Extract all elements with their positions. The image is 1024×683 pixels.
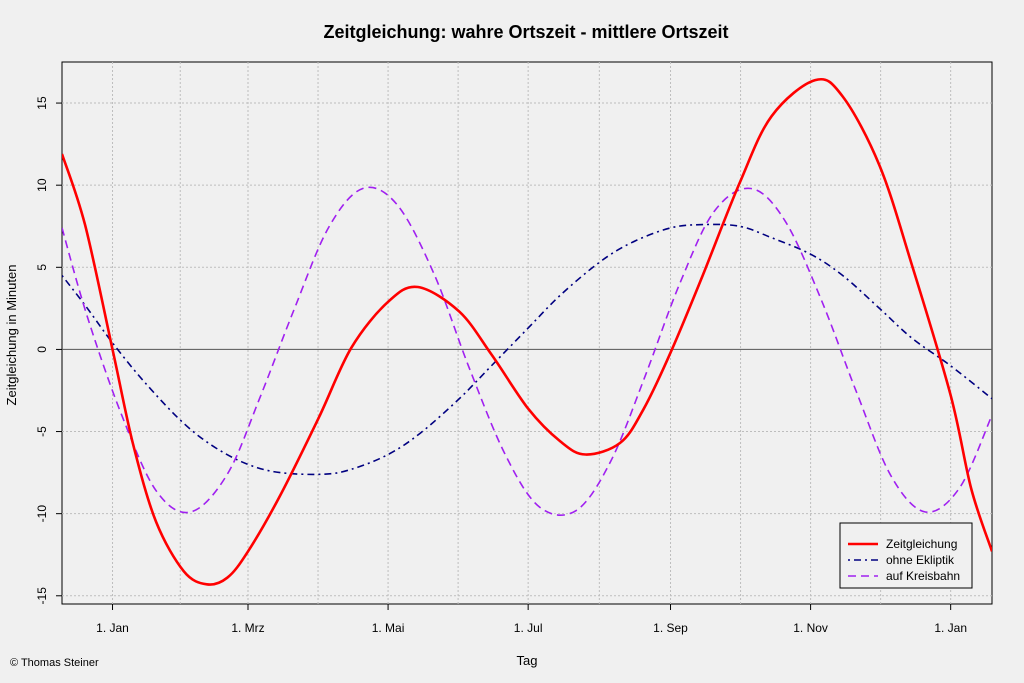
series-line-ohne-ekliptik — [62, 223, 992, 476]
x-tick-label-2: 1. Mai — [372, 621, 405, 635]
y-tick-label-5: 10 — [35, 178, 49, 192]
series-line-auf-kreisbahn — [62, 186, 992, 516]
x-axis: 1. Jan 1. Mrz 1. Mai 1. Jul 1. Sep 1. Nov 1. J… — [96, 604, 967, 635]
series-line-zeitgleichung — [62, 77, 992, 586]
legend-label-zeitgleichung: Zeitgleichung — [886, 537, 957, 551]
gridlines — [62, 62, 992, 604]
x-tick-label-0: 1. Jan — [96, 621, 129, 635]
y-tick-label-3: 0 — [35, 346, 49, 353]
x-tick-label-5: 1. Nov — [793, 621, 828, 635]
y-tick-label-6: 15 — [35, 96, 49, 110]
x-tick-label-3: 1. Jul — [514, 621, 543, 635]
legend-label-ohne-ekliptik: ohne Ekliptik — [886, 553, 955, 567]
legend-box — [839, 522, 973, 589]
y-tick-label-0: -15 — [35, 587, 49, 605]
y-tick-label-1: -10 — [35, 505, 49, 523]
x-tick-label-4: 1. Sep — [653, 621, 688, 635]
legend: Zeitgleichung ohne Ekliptik auf Kreisbah… — [839, 522, 973, 589]
x-axis-title: Tag — [517, 653, 538, 668]
x-tick-label-1: 1. Mrz — [231, 621, 264, 635]
y-axis: -15 -10 -5 0 5 10 15 — [35, 96, 62, 604]
copyright-credit: © Thomas Steiner — [10, 657, 99, 669]
y-tick-label-2: -5 — [35, 426, 49, 437]
chart-title: Zeitgleichung: wahre Ortszeit - mittlere… — [323, 22, 728, 42]
y-tick-label-4: 5 — [35, 264, 49, 271]
series-layer — [62, 77, 992, 586]
legend-label-auf-kreisbahn: auf Kreisbahn — [886, 569, 960, 583]
y-axis-title: Zeitgleichung in Minuten — [4, 265, 19, 406]
x-tick-label-6: 1. Jan — [934, 621, 967, 635]
